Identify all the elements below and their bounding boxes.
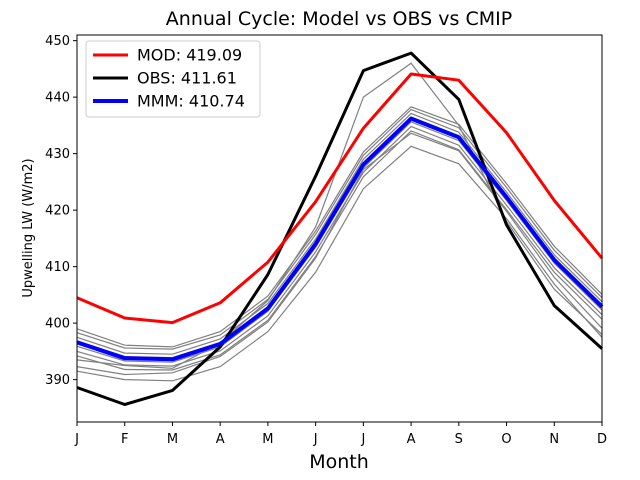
y-tick-label: 450	[45, 34, 70, 49]
y-tick-label: 440	[45, 91, 70, 106]
x-tick-label: O	[501, 432, 511, 447]
x-tick-label: A	[216, 432, 225, 447]
mod-series-line	[76, 72, 604, 325]
y-tick-label: 400	[45, 317, 70, 332]
x-axis-label: Month	[309, 451, 369, 473]
x-tick-label: J	[360, 432, 365, 447]
axis-ticks: 390 400 410 420 430 440 450 J F M A M J J A S O N D	[45, 34, 607, 447]
ensemble-member-line-8	[76, 62, 603, 369]
x-tick-label: S	[455, 432, 463, 447]
legend: MOD: 419.09 OBS: 411.61 MMM: 410.74	[85, 40, 261, 118]
x-tick-label: F	[121, 432, 128, 447]
legend-label-mod: MOD: 419.09	[137, 46, 242, 65]
ensemble-member-line-6	[76, 125, 603, 367]
ensemble-member-line-1	[76, 106, 603, 348]
y-tick-label: 410	[45, 260, 70, 275]
y-axis-label: Upwelling LW (W/m2)	[21, 158, 36, 297]
plot-area	[76, 51, 604, 406]
chart-title: Annual Cycle: Model vs OBS vs CMIP	[166, 8, 512, 30]
axes-frame	[76, 34, 603, 423]
y-tick-label: 390	[45, 373, 70, 388]
x-tick-label: N	[549, 432, 559, 447]
legend-box	[85, 40, 261, 118]
x-tick-label: M	[167, 432, 178, 447]
y-tick-label: 420	[45, 204, 70, 219]
obs-series-line	[76, 51, 604, 406]
ensemble-member-line-2	[76, 108, 603, 350]
x-tick-label: A	[407, 432, 416, 447]
x-tick-label: M	[262, 432, 273, 447]
x-tick-label: J	[313, 432, 318, 447]
x-tick-label: D	[597, 432, 607, 447]
y-tick-label: 430	[45, 147, 70, 162]
x-tick-label: J	[74, 432, 79, 447]
ensemble-member-line-7	[76, 130, 603, 371]
ensemble-member-line-10	[76, 132, 603, 376]
mmm-series-line	[76, 116, 604, 362]
legend-label-mmm: MMM: 410.74	[137, 92, 245, 111]
ensemble-member-line-3	[76, 112, 603, 355]
ensemble-member-line-9	[76, 145, 603, 382]
legend-label-obs: OBS: 411.61	[137, 69, 237, 88]
